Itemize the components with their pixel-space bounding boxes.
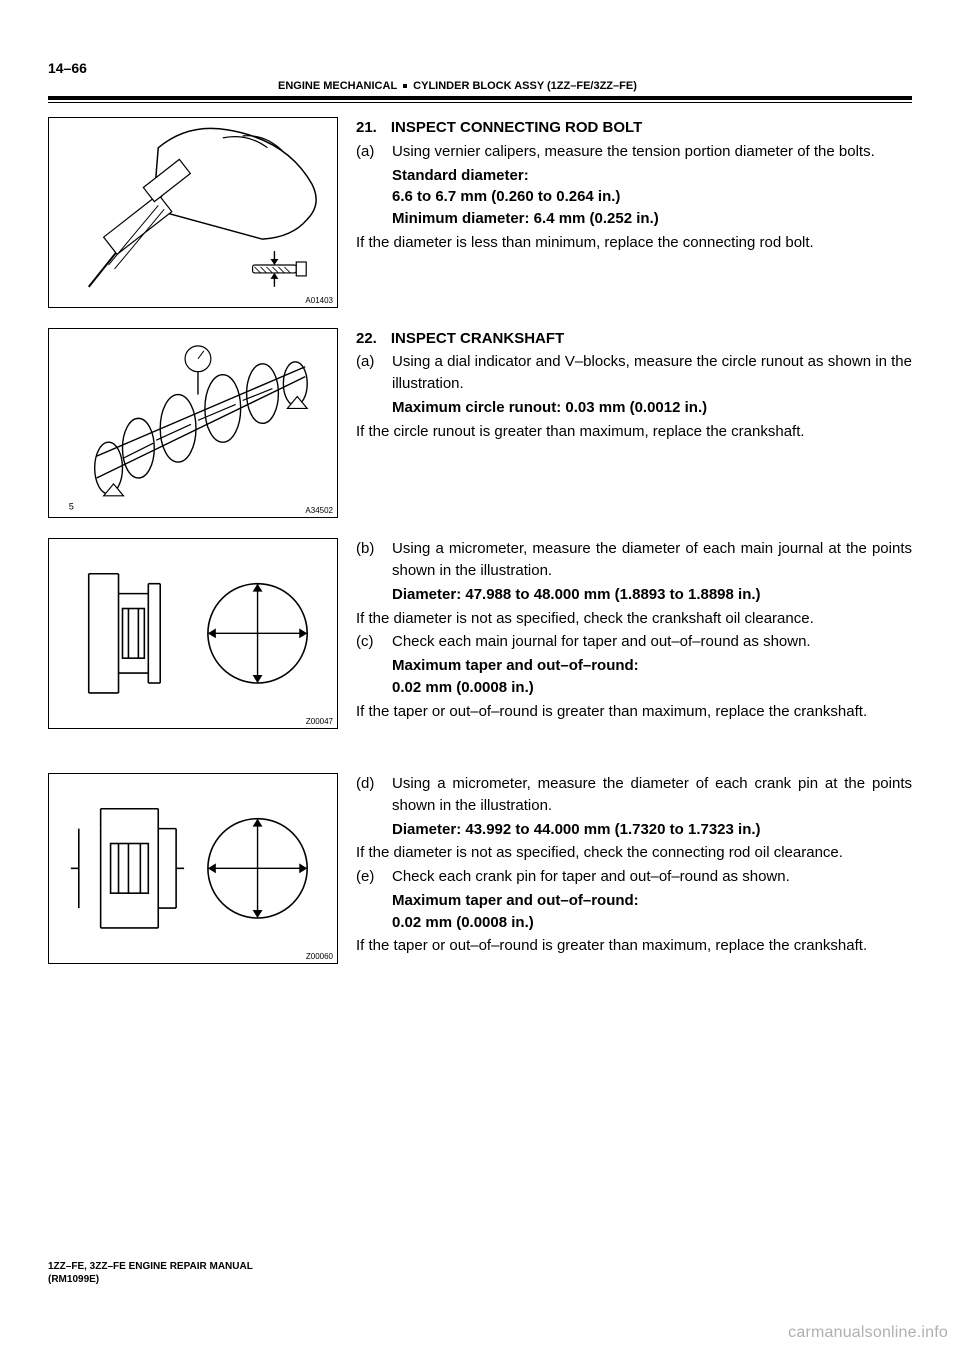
- rule-thick: [48, 96, 912, 100]
- substep-text: Using vernier calipers, measure the tens…: [392, 141, 912, 163]
- figure-id: A34502: [305, 506, 333, 515]
- section-crank-pin: Z00060 (d) Using a micrometer, measure t…: [48, 773, 912, 964]
- page-number: 14–66: [48, 60, 912, 76]
- step-number: 22.: [356, 328, 377, 350]
- step-number: 21.: [356, 117, 377, 139]
- substep-text: Using a micrometer, measure the diameter…: [392, 773, 912, 817]
- step-title: INSPECT CONNECTING ROD BOLT: [391, 117, 912, 139]
- substep-text: Check each crank pin for taper and out–o…: [392, 866, 912, 888]
- substep-label: (e): [356, 866, 378, 888]
- figure-caliper: A01403: [48, 117, 338, 308]
- spec-line: Maximum taper and out–of–round:: [356, 655, 912, 677]
- figure-crankshaft: 5 A34502: [48, 328, 338, 519]
- step-title: INSPECT CRANKSHAFT: [391, 328, 912, 350]
- section-22: 5 A34502 22. INSPECT CRANKSHAFT (a) Usin…: [48, 328, 912, 519]
- result-text: If the circle runout is greater than max…: [356, 421, 912, 443]
- substep-label: (b): [356, 538, 378, 582]
- substep-label: (d): [356, 773, 378, 817]
- result-text: If the taper or out–of–round is greater …: [356, 701, 912, 723]
- figure-crankpin-measure: Z00060: [48, 773, 338, 964]
- result-text: If the diameter is not as specified, che…: [356, 842, 912, 864]
- figure-journal-measure: Z00047: [48, 538, 338, 729]
- spec-line: 0.02 mm (0.0008 in.): [356, 677, 912, 699]
- spec-line: Diameter: 47.988 to 48.000 mm (1.8893 to…: [356, 584, 912, 606]
- result-text: If the taper or out–of–round is greater …: [356, 935, 912, 957]
- journal-diagram-icon: [49, 539, 337, 728]
- figure-id: A01403: [305, 296, 333, 305]
- svg-text:5: 5: [69, 501, 74, 511]
- footer-line2: (RM1099E): [48, 1274, 253, 1287]
- spec-line: Maximum circle runout: 0.03 mm (0.0012 i…: [356, 397, 912, 419]
- header-right: CYLINDER BLOCK ASSY (1ZZ–FE/3ZZ–FE): [413, 80, 637, 92]
- section-21: A01403 21. INSPECT CONNECTING ROD BOLT (…: [48, 117, 912, 308]
- substep-label: (c): [356, 631, 378, 653]
- spec-line: Maximum taper and out–of–round:: [356, 890, 912, 912]
- spec-line: 0.02 mm (0.0008 in.): [356, 912, 912, 934]
- result-text: If the diameter is not as specified, che…: [356, 608, 912, 630]
- header-left: ENGINE MECHANICAL: [278, 80, 397, 92]
- result-text: If the diameter is less than minimum, re…: [356, 232, 912, 254]
- crankpin-diagram-icon: [49, 774, 337, 963]
- header-separator: [403, 84, 407, 88]
- rule-thin: [48, 102, 912, 103]
- spec-line: Diameter: 43.992 to 44.000 mm (1.7320 to…: [356, 819, 912, 841]
- figure-id: Z00047: [306, 717, 333, 726]
- footer-line1: 1ZZ–FE, 3ZZ–FE ENGINE REPAIR MANUAL: [48, 1261, 253, 1274]
- crankshaft-icon: 5: [49, 329, 337, 518]
- spec-line: Minimum diameter: 6.4 mm (0.252 in.): [356, 208, 912, 230]
- substep-label: (a): [356, 351, 378, 395]
- spec-line: Standard diameter:: [356, 165, 912, 187]
- footer: 1ZZ–FE, 3ZZ–FE ENGINE REPAIR MANUAL (RM1…: [48, 1261, 253, 1286]
- caliper-icon: [49, 118, 337, 307]
- figure-id: Z00060: [306, 952, 333, 961]
- section-header: ENGINE MECHANICAL CYLINDER BLOCK ASSY (1…: [48, 80, 912, 92]
- section-main-journal: Z00047 (b) Using a micrometer, measure t…: [48, 538, 912, 729]
- substep-label: (a): [356, 141, 378, 163]
- watermark: carmanualsonline.info: [788, 1324, 948, 1342]
- spec-line: 6.6 to 6.7 mm (0.260 to 0.264 in.): [356, 186, 912, 208]
- substep-text: Check each main journal for taper and ou…: [392, 631, 912, 653]
- substep-text: Using a dial indicator and V–blocks, mea…: [392, 351, 912, 395]
- substep-text: Using a micrometer, measure the diameter…: [392, 538, 912, 582]
